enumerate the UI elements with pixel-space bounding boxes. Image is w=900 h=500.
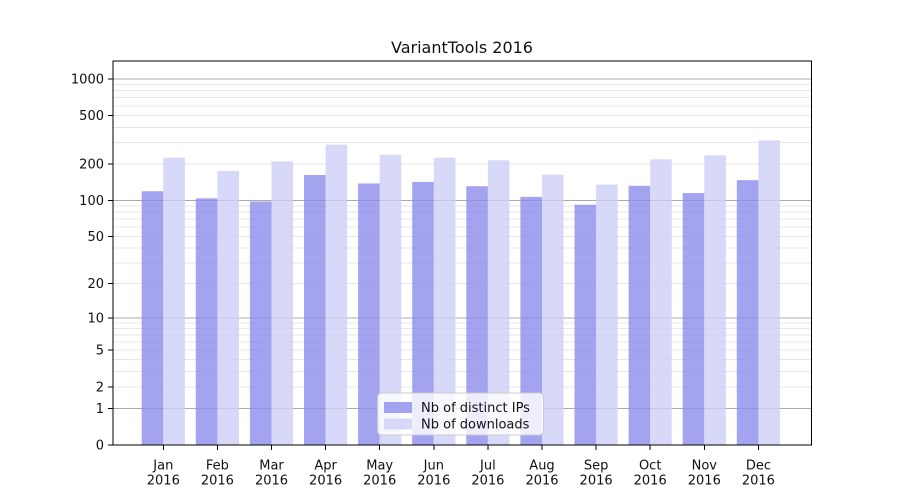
x-tick-label-month: Apr	[314, 459, 337, 474]
y-tick-label: 0	[96, 439, 104, 454]
bar-jun-distinct-ips	[412, 181, 434, 445]
legend: Nb of distinct IPs Nb of downloads	[377, 392, 544, 436]
bar-oct-distinct-ips	[628, 185, 651, 445]
x-tick-label-year: 2016	[147, 474, 180, 489]
y-tick-label: 2	[96, 380, 104, 395]
y-tick-label: 100	[79, 194, 104, 209]
y-tick-label: 20	[87, 277, 104, 292]
bar-oct-downloads	[650, 159, 672, 446]
plot-area-border	[112, 60, 812, 446]
bar-feb-downloads	[217, 170, 239, 446]
x-tick-label-year: 2016	[201, 474, 234, 489]
x-tick-label-month: Jun	[423, 459, 444, 474]
bar-apr-distinct-ips	[304, 175, 326, 446]
legend-box	[377, 392, 544, 436]
bars-layer	[141, 140, 780, 446]
x-tick-label-month: Aug	[529, 459, 554, 474]
x-tick-label-month: Dec	[746, 459, 771, 474]
x-tick-label-month: May	[366, 459, 393, 474]
x-tick-label-month: Mar	[259, 459, 284, 474]
x-tick-label-year: 2016	[742, 474, 775, 489]
legend-swatch-downloads	[384, 418, 412, 430]
x-tick-label-year: 2016	[309, 474, 342, 489]
bar-dec-distinct-ips	[736, 180, 759, 446]
bar-aug-downloads	[542, 174, 564, 445]
axis-ticks-layer: 01251020501002005001000Jan2016Feb2016Mar…	[71, 72, 775, 488]
x-tick-label-month: Oct	[639, 459, 661, 474]
x-tick-label-month: Nov	[692, 459, 718, 474]
legend-swatch-distinct-ips	[384, 402, 412, 413]
bar-mar-distinct-ips	[249, 201, 272, 445]
x-tick-label-month: Jul	[479, 459, 496, 474]
bar-jan-distinct-ips	[141, 191, 164, 445]
x-tick-label-month: Feb	[206, 459, 229, 474]
x-tick-label-year: 2016	[634, 474, 667, 489]
y-tick-label: 50	[87, 230, 104, 245]
x-tick-label-year: 2016	[255, 474, 288, 489]
bar-jul-downloads	[487, 160, 510, 445]
bar-jun-downloads	[433, 157, 456, 445]
y-tick-label: 500	[79, 109, 104, 124]
y-tick-label: 10	[87, 311, 104, 326]
x-tick-label-month: Jan	[152, 459, 173, 474]
x-tick-label-year: 2016	[688, 474, 721, 489]
bar-feb-distinct-ips	[195, 198, 218, 445]
chart-title: VariantTools 2016	[391, 38, 533, 57]
bar-sep-distinct-ips	[574, 204, 597, 445]
bar-may-downloads	[379, 154, 402, 445]
bar-apr-downloads	[325, 144, 348, 446]
y-tick-label: 200	[79, 157, 104, 172]
bar-jan-downloads	[163, 157, 185, 445]
bar-sep-downloads	[596, 184, 618, 446]
x-tick-label-year: 2016	[525, 474, 558, 489]
legend-label-distinct-ips: Nb of distinct IPs	[421, 401, 530, 416]
bar-jul-distinct-ips	[466, 186, 488, 446]
bar-aug-distinct-ips	[520, 196, 542, 445]
legend-label-downloads: Nb of downloads	[421, 418, 530, 433]
bar-nov-downloads	[704, 155, 726, 445]
bar-mar-downloads	[271, 161, 294, 446]
x-tick-label-year: 2016	[580, 474, 613, 489]
x-tick-label-year: 2016	[363, 474, 396, 489]
bar-may-distinct-ips	[358, 183, 380, 445]
bar-nov-distinct-ips	[682, 193, 705, 445]
y-tick-label: 1000	[71, 72, 104, 87]
y-tick-label: 5	[96, 344, 104, 359]
x-tick-label-year: 2016	[471, 474, 504, 489]
x-tick-label-month: Sep	[584, 459, 609, 474]
bar-dec-downloads	[758, 140, 780, 445]
y-tick-label: 1	[96, 402, 104, 417]
x-tick-label-year: 2016	[417, 474, 450, 489]
